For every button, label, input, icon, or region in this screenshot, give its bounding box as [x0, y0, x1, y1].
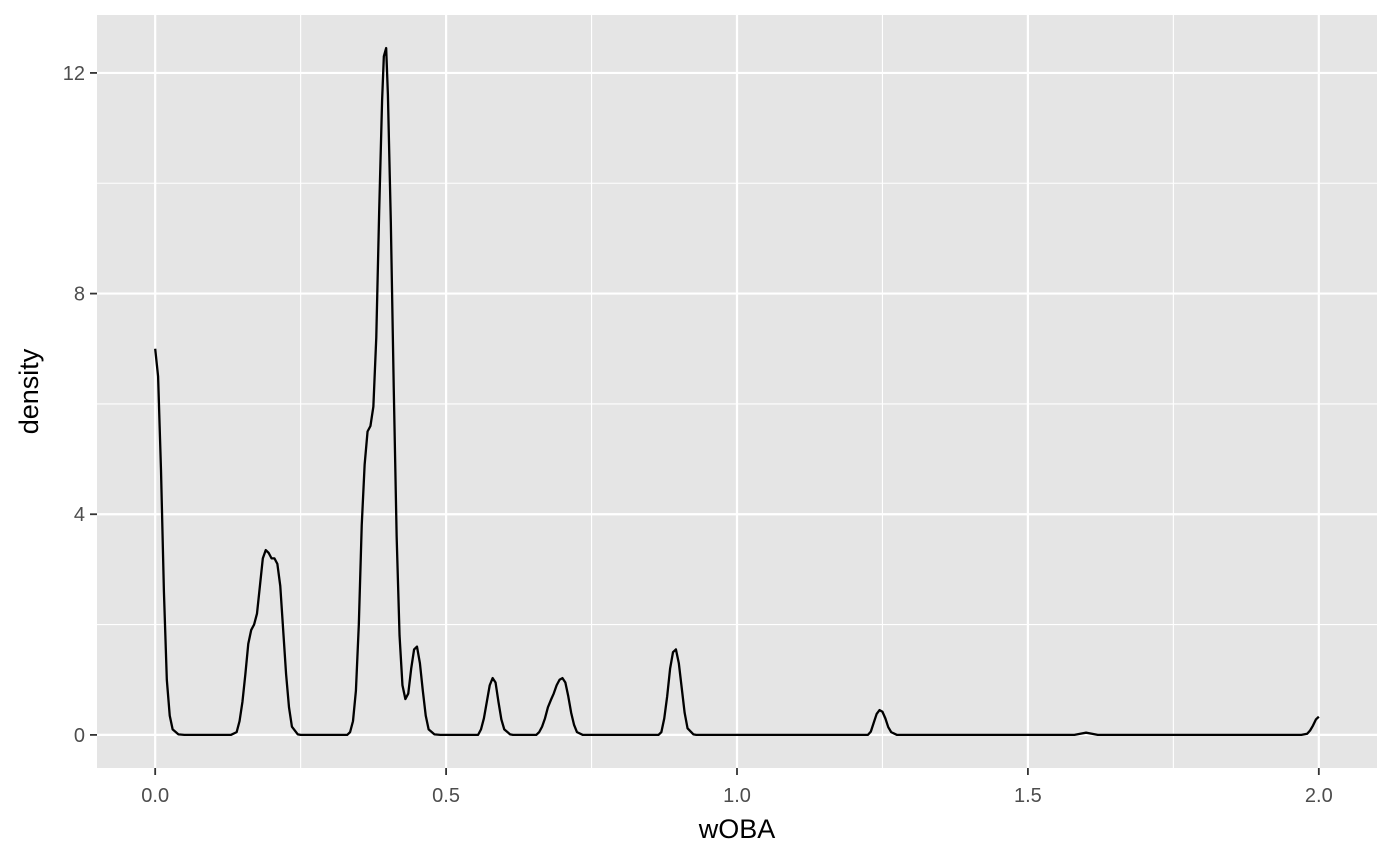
- y-tick-label: 4: [74, 504, 85, 526]
- y-axis-ticks: 0 4 8 12: [63, 63, 97, 747]
- x-tick-label: 2.0: [1305, 785, 1333, 807]
- y-tick-label: 0: [74, 725, 85, 747]
- y-tick-label: 8: [74, 284, 85, 306]
- y-axis-title: density: [14, 348, 44, 434]
- x-tick-label: 0.5: [432, 785, 460, 807]
- major-gridlines: [97, 15, 1377, 768]
- x-axis-title: wOBA: [698, 814, 776, 844]
- x-tick-label: 1.0: [723, 785, 751, 807]
- x-axis-ticks: 0.0 0.5 1.0 1.5 2.0: [141, 768, 1333, 807]
- density-line: [154, 46, 1320, 737]
- x-tick-label: 1.5: [1014, 785, 1042, 807]
- x-tick-label: 0.0: [141, 785, 169, 807]
- y-tick-label: 12: [63, 63, 85, 85]
